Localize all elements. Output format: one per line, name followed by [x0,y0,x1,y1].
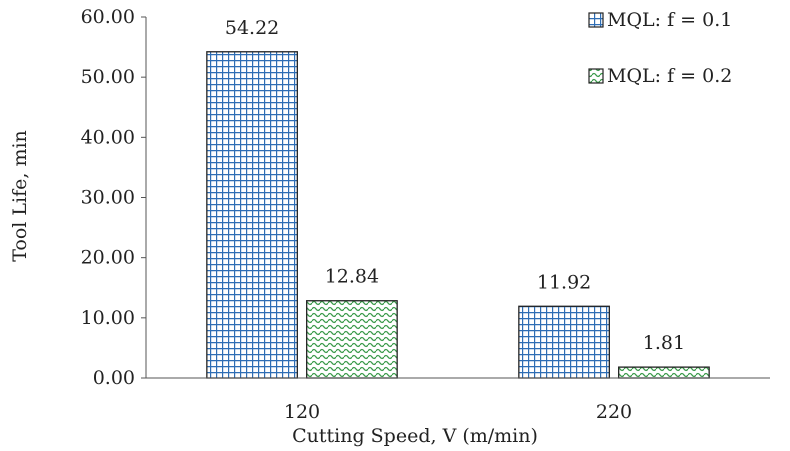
x-tick-label: 120 [284,401,320,423]
y-tick-label: 10.00 [81,307,135,329]
bar-wave-220 [618,366,710,379]
legend-label: MQL: f = 0.1 [607,9,732,31]
data-label: 12.84 [325,266,379,288]
bar-grid-220 [518,305,610,379]
data-label: 54.22 [225,17,279,39]
data-label: 1.81 [643,332,685,354]
legend: MQL: f = 0.1 MQL: f = 0.2 [588,9,732,87]
y-tick-label: 20.00 [81,247,135,269]
y-axis-title: Tool Life, min [9,130,31,262]
x-axis: 120 220 [146,377,770,423]
bar-grid-120 [206,51,298,379]
bars [206,51,710,379]
y-tick-label: 40.00 [81,126,135,148]
legend-label: MQL: f = 0.2 [607,65,732,87]
y-tick-label: 60.00 [81,6,135,28]
y-tick-label: 30.00 [81,187,135,209]
bar-wave-120 [306,300,398,379]
data-labels: 54.22 12.84 11.92 1.81 [225,17,685,354]
legend-swatch [588,68,604,84]
y-tick-label: 0.00 [93,367,135,389]
y-tick-label: 50.00 [81,66,135,88]
legend-swatch [588,12,604,28]
x-tick-label: 220 [596,401,632,423]
y-axis: 0.00 10.00 20.00 30.00 40.00 50.00 60.00 [81,6,147,389]
x-axis-title: Cutting Speed, V (m/min) [292,425,538,447]
data-label: 11.92 [537,271,591,293]
